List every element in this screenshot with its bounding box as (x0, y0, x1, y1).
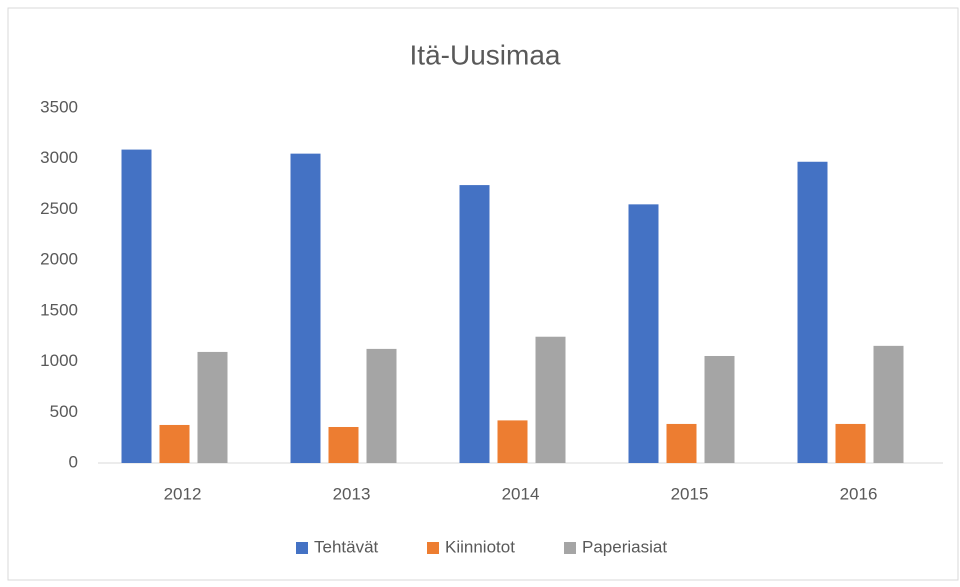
bar (497, 420, 528, 463)
bar (366, 348, 397, 463)
x-tick-label: 2016 (840, 484, 878, 503)
y-tick-label: 1000 (40, 351, 78, 370)
legend-swatch (564, 542, 576, 554)
legend-swatch (296, 542, 308, 554)
y-tick-label: 2000 (40, 250, 78, 269)
bar (535, 336, 566, 463)
bar (797, 161, 828, 463)
legend-label: Paperiasiat (582, 537, 667, 556)
x-tick-label: 2014 (502, 484, 540, 503)
y-tick-label: 0 (69, 452, 78, 471)
bar (873, 345, 904, 463)
bar (159, 424, 190, 463)
y-tick-label: 1500 (40, 300, 78, 319)
legend-swatch (427, 542, 439, 554)
bar (328, 426, 359, 463)
bar (666, 423, 697, 463)
bar (459, 185, 490, 464)
bar (121, 149, 152, 464)
bar (835, 423, 866, 463)
y-tick-label: 3000 (40, 148, 78, 167)
bar (290, 153, 321, 463)
y-tick-label: 3500 (40, 97, 78, 116)
x-tick-label: 2015 (671, 484, 709, 503)
x-tick-label: 2013 (333, 484, 371, 503)
y-tick-label: 2500 (40, 199, 78, 218)
x-tick-label: 2012 (164, 484, 202, 503)
bar (628, 204, 659, 463)
chart-title: Itä-Uusimaa (410, 39, 561, 70)
y-tick-label: 500 (50, 402, 78, 421)
bar (197, 351, 228, 463)
legend-label: Tehtävät (314, 537, 379, 556)
legend-label: Kiinniotot (445, 537, 515, 556)
bar (704, 355, 735, 463)
